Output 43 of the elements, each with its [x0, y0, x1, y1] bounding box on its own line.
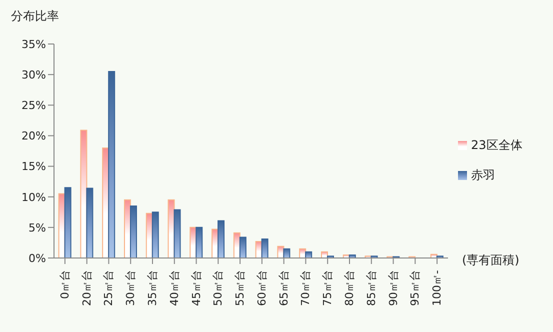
bar: [174, 209, 181, 258]
x-tick-label: 30㎡台: [124, 270, 138, 306]
x-axis-title: (専有面積): [462, 252, 520, 269]
x-tick-label: 85㎡台: [364, 270, 378, 306]
x-tick-label: 100㎡-: [430, 270, 444, 306]
x-tick-label: 55㎡台: [234, 270, 247, 306]
x-tick-label: 60㎡台: [255, 270, 268, 306]
y-tick-label: 0%: [28, 252, 46, 265]
y-tick-label: 20%: [22, 130, 46, 143]
x-tick-label: 80㎡台: [343, 270, 356, 306]
bar: [305, 251, 312, 258]
x-tick-label: 0㎡台: [58, 270, 72, 299]
y-tick-label: 30%: [22, 68, 46, 82]
bar: [261, 238, 268, 258]
bar: [239, 236, 246, 258]
legend-label: 23区全体: [471, 138, 522, 152]
x-tick-label: 70㎡台: [299, 270, 312, 306]
bar: [108, 71, 116, 258]
x-tick-label: 90㎡台: [386, 270, 400, 306]
y-tick-label: 10%: [22, 190, 46, 204]
bar: [64, 187, 72, 258]
y-tick-label: 25%: [22, 99, 46, 112]
x-tick-label: 25㎡台: [102, 270, 116, 306]
y-tick-label: 5%: [28, 221, 46, 234]
x-tick-label: 75㎡台: [321, 270, 334, 306]
x-tick-label: 35㎡台: [146, 270, 159, 306]
bar: [218, 220, 225, 258]
bar: [152, 212, 159, 258]
bar: [80, 130, 88, 258]
x-tick-label: 65㎡台: [277, 270, 290, 306]
y-axis-title: 分布比率: [11, 8, 59, 25]
x-tick-label: 20㎡台: [80, 270, 94, 306]
y-tick-label: 15%: [22, 160, 46, 174]
bar: [86, 188, 94, 258]
x-tick-label: 50㎡台: [212, 270, 225, 306]
legend-label: 赤羽: [471, 168, 495, 182]
y-tick-label: 35%: [22, 38, 46, 51]
bar: [130, 206, 137, 258]
x-tick-label: 40㎡台: [168, 270, 181, 306]
bar: [283, 248, 290, 258]
x-tick-label: 45㎡台: [190, 270, 203, 306]
bar: [196, 226, 203, 258]
x-tick-label: 95㎡台: [408, 270, 422, 306]
